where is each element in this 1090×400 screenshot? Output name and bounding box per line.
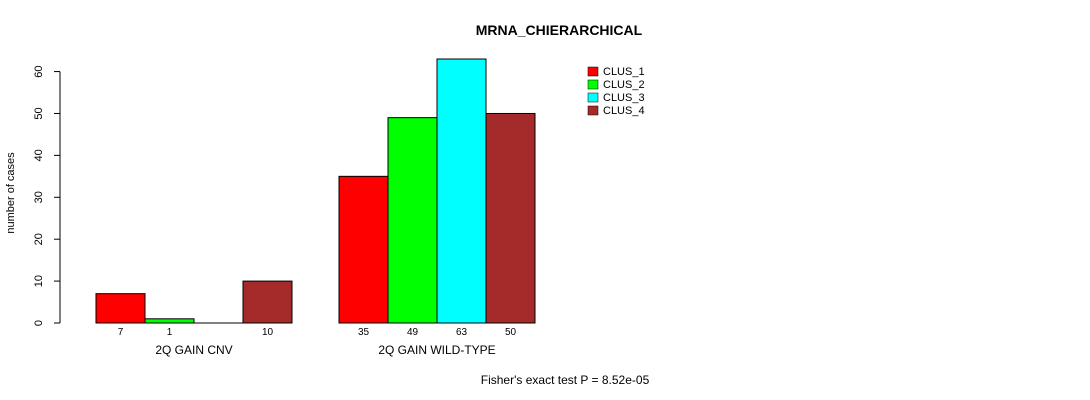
legend-label: CLUS_1 <box>603 66 645 78</box>
bar-clus-2-group-2 <box>387 117 438 324</box>
bar-value-label: 1 <box>167 327 173 338</box>
bar-labels: 7 1 10 35 49 63 50 <box>118 327 517 338</box>
bar-value-label: 50 <box>505 327 517 338</box>
y-tick-label: 10 <box>33 275 45 287</box>
bar-value-label: 7 <box>118 327 124 338</box>
bar-clus-2-group-1 <box>144 318 195 324</box>
y-axis-label: number of cases <box>5 152 17 234</box>
legend-swatch <box>587 92 599 103</box>
legend-swatch <box>587 66 599 77</box>
bar-clus-4-group-2 <box>485 112 536 324</box>
chart-title: MRNA_CHIERARCHICAL <box>476 22 643 38</box>
group-label: 2Q GAIN CNV <box>155 343 232 357</box>
y-tick-label: 50 <box>33 107 45 119</box>
y-tick-label: 60 <box>33 65 45 77</box>
legend-label: CLUS_4 <box>603 105 645 117</box>
y-tick-label: 20 <box>33 233 45 245</box>
group-label: 2Q GAIN WILD-TYPE <box>378 343 495 357</box>
bar-value-label: 63 <box>456 327 468 338</box>
bar-value-label: 10 <box>262 327 274 338</box>
legend-label: CLUS_2 <box>603 79 645 91</box>
group-labels: 2Q GAIN CNV 2Q GAIN WILD-TYPE <box>155 343 495 357</box>
legend-swatch <box>587 79 599 90</box>
bar-clus-1-group-2 <box>338 175 389 324</box>
legend-swatch <box>587 105 599 116</box>
footnote: Fisher's exact test P = 8.52e-05 <box>481 373 650 387</box>
bar-clus-4-group-1 <box>242 280 293 324</box>
y-tick-label: 30 <box>33 191 45 203</box>
bars <box>95 58 536 324</box>
y-tick-label: 40 <box>33 149 45 161</box>
bar-value-label: 35 <box>358 327 370 338</box>
bar-value-label: 49 <box>407 327 419 338</box>
y-tick-label: 0 <box>33 320 45 326</box>
bar-clus-1-group-1 <box>95 293 146 324</box>
legend-label: CLUS_3 <box>603 92 645 104</box>
y-axis: 0 10 20 30 40 50 60 <box>33 65 61 326</box>
bar-clus-3-group-2 <box>436 58 487 324</box>
